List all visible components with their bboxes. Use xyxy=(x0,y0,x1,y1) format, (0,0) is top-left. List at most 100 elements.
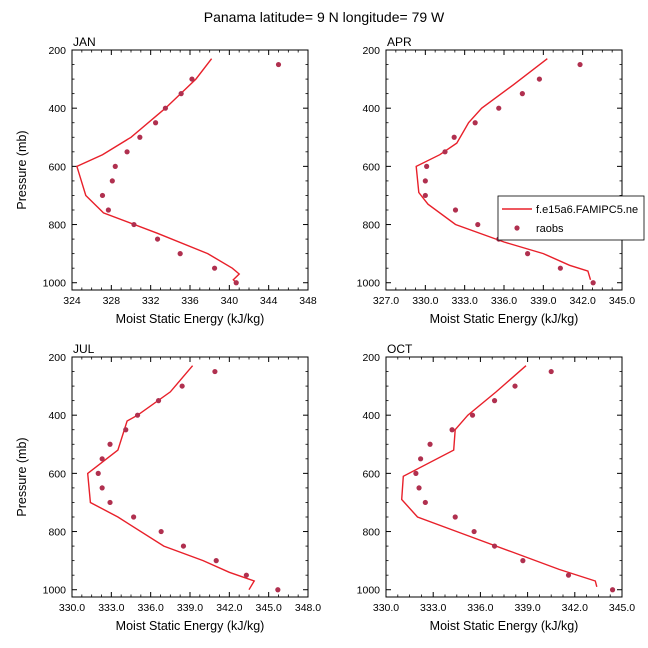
x-tick-label: 336 xyxy=(181,295,199,307)
raobs-point xyxy=(536,76,543,82)
raobs-point xyxy=(520,558,526,564)
x-tick-label: 328 xyxy=(103,295,121,307)
legend-box xyxy=(497,195,645,241)
x-tick-label: 332 xyxy=(142,295,160,307)
panel-apr: APR 327.0 330.0 333.0 336.0 339.0 342.0 345.0 20… xyxy=(357,35,645,326)
raobs-point xyxy=(512,383,518,389)
x-tick-label: 339.0 xyxy=(177,602,203,614)
raobs-point xyxy=(451,134,457,140)
y-tick-label: 600 xyxy=(362,161,380,173)
raobs-point xyxy=(131,514,137,520)
raobs-point xyxy=(99,456,105,462)
x-tick-label: 330.0 xyxy=(373,602,399,614)
panel-jan: JAN 324 328 332 336 340 344 348 200 400 600 800 1000… xyxy=(15,35,317,326)
y-tick-label: 800 xyxy=(362,527,380,539)
y-tick-label: 400 xyxy=(362,103,380,115)
raobs-point xyxy=(178,91,184,97)
raobs-point xyxy=(105,207,111,213)
y-tick-label: 200 xyxy=(362,45,380,57)
x-tick-label: 336.0 xyxy=(467,602,493,614)
raobs-point xyxy=(424,163,430,169)
raobs-point xyxy=(211,265,218,271)
figure-title: Panama latitude= 9 N longitude= 79 W xyxy=(204,9,445,25)
raobs-point xyxy=(469,412,476,418)
raobs-point xyxy=(519,91,525,97)
y-tick-label: 200 xyxy=(362,352,380,364)
x-tick-label: 324 xyxy=(63,295,81,307)
x-tick-label: 348 xyxy=(299,295,317,307)
x-tick-label: 336.0 xyxy=(491,295,517,307)
x-axis-label: Moist Static Energy (kJ/kg) xyxy=(430,619,579,633)
raobs-point xyxy=(212,368,218,375)
raobs-point xyxy=(416,485,422,491)
x-tick-label: 342.0 xyxy=(570,295,596,307)
raobs-point xyxy=(95,470,101,476)
raobs-point xyxy=(137,134,143,140)
raobs-point xyxy=(577,61,583,68)
y-tick-label: 800 xyxy=(48,527,66,539)
raobs-point xyxy=(213,558,219,564)
x-tick-label: 342.0 xyxy=(216,602,242,614)
x-tick-label: 333.0 xyxy=(452,295,478,307)
x-tick-label: 333.0 xyxy=(98,602,124,614)
y-tick-label: 400 xyxy=(362,410,380,422)
series-line-model xyxy=(76,58,241,284)
x-tick-label: 336.0 xyxy=(138,602,164,614)
raobs-point xyxy=(233,280,239,286)
y-tick-label: 200 xyxy=(48,45,66,57)
series-line-model xyxy=(415,58,592,281)
legend-label-raobs: raobs xyxy=(536,223,564,235)
raobs-point xyxy=(491,543,498,549)
x-tick-label: 342.0 xyxy=(562,602,588,614)
y-tick-label: 600 xyxy=(362,468,380,480)
raobs-point xyxy=(609,587,616,593)
legend-label-model: f.e15a6.FAMIPC5.ne xyxy=(536,204,638,216)
raobs-point xyxy=(180,543,187,549)
raobs-point xyxy=(179,383,185,389)
raobs-point xyxy=(471,528,477,535)
x-tick-label: 345.0 xyxy=(609,602,635,614)
raobs-point xyxy=(590,280,596,286)
series-line-model xyxy=(400,365,598,587)
raobs-point xyxy=(124,149,130,155)
raobs-point xyxy=(449,427,455,433)
raobs-point xyxy=(154,236,161,242)
x-tick-label: 330.0 xyxy=(412,295,438,307)
raobs-point xyxy=(548,368,554,375)
raobs-point xyxy=(565,572,572,578)
plot-frame xyxy=(71,356,309,598)
raobs-point xyxy=(275,587,281,593)
raobs-point xyxy=(131,221,137,228)
panel-label: JAN xyxy=(73,35,96,49)
y-tick-label: 400 xyxy=(48,410,66,422)
raobs-point xyxy=(491,398,498,404)
y-tick-label: 1000 xyxy=(43,585,67,597)
panel-label: JUL xyxy=(73,342,95,356)
raobs-point xyxy=(162,105,169,111)
y-tick-label: 200 xyxy=(48,352,66,364)
raobs-point xyxy=(422,499,428,506)
raobs-point xyxy=(452,207,459,213)
x-tick-label: 339.0 xyxy=(514,602,540,614)
raobs-point xyxy=(155,398,162,404)
raobs-point xyxy=(107,499,113,506)
raobs-point xyxy=(123,427,129,433)
x-tick-label: 333.0 xyxy=(420,602,446,614)
panel-label: APR xyxy=(387,35,412,49)
raobs-point xyxy=(243,572,249,578)
y-axis-label: Pressure (mb) xyxy=(15,437,29,516)
raobs-point xyxy=(413,470,419,476)
raobs-point xyxy=(452,514,458,520)
raobs-point xyxy=(99,485,105,491)
x-axis-label: Moist Static Energy (kJ/kg) xyxy=(116,619,265,633)
x-tick-label: 348.0 xyxy=(295,602,321,614)
raobs-point xyxy=(418,456,424,462)
x-tick-label: 345.0 xyxy=(256,602,282,614)
raobs-point xyxy=(422,192,428,199)
x-tick-label: 327.0 xyxy=(373,295,399,307)
plot-frame xyxy=(385,49,623,291)
legend: f.e15a6.FAMIPC5.ne raobs xyxy=(497,195,645,241)
x-tick-label: 345.0 xyxy=(609,295,635,307)
raobs-point xyxy=(189,76,195,82)
raobs-point xyxy=(177,251,183,257)
